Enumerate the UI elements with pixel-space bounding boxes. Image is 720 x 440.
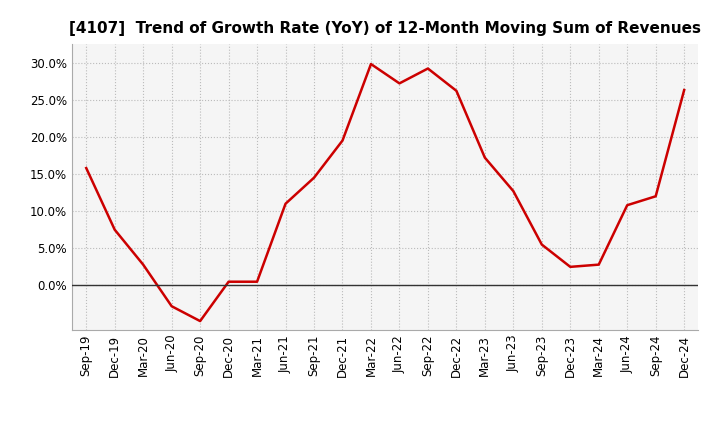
Title: [4107]  Trend of Growth Rate (YoY) of 12-Month Moving Sum of Revenues: [4107] Trend of Growth Rate (YoY) of 12-… — [69, 21, 701, 36]
